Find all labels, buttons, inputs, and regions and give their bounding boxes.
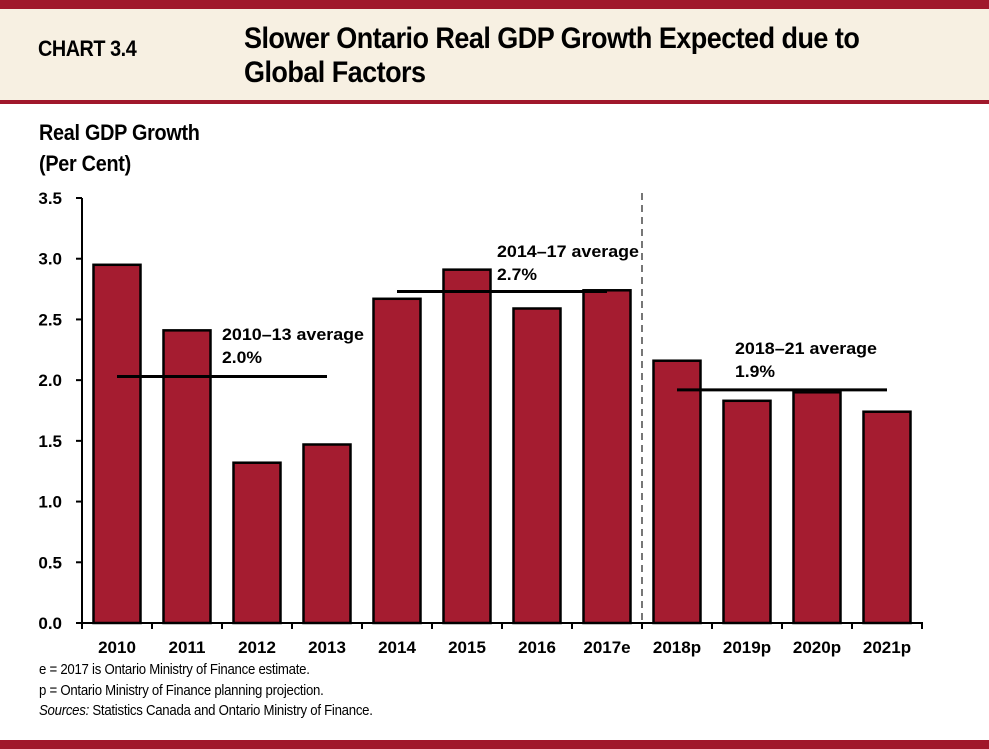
chart-header bbox=[0, 9, 989, 100]
bar-2017e bbox=[582, 289, 632, 625]
bar-2021p bbox=[862, 410, 912, 625]
footnotes: e = 2017 is Ontario Ministry of Finance … bbox=[39, 660, 373, 722]
x-tick-label-2016: 2016 bbox=[518, 638, 556, 657]
average-label-2014: 2014–17 average bbox=[497, 242, 639, 261]
x-tick-label-2011: 2011 bbox=[169, 638, 206, 657]
y-axis-title-line-1: Real GDP Growth bbox=[39, 120, 200, 145]
bar-2015 bbox=[442, 268, 492, 625]
y-axis-title: Real GDP Growth (Per Cent) bbox=[39, 117, 200, 179]
x-tick-label-2010: 2010 bbox=[98, 638, 136, 657]
sources-label: Sources: bbox=[39, 702, 89, 719]
x-tick-label-2013: 2013 bbox=[308, 638, 346, 657]
x-tick-label-2017e: 2017e bbox=[583, 638, 630, 657]
average-label-2018p: 2018–21 average bbox=[735, 339, 877, 358]
footnote-projection: p = Ontario Ministry of Finance planning… bbox=[39, 681, 324, 699]
bar-2019p bbox=[722, 399, 772, 625]
bar-2012 bbox=[232, 461, 282, 625]
x-tick-label-2012: 2012 bbox=[238, 638, 276, 657]
y-tick-label-2.5: 2.5 bbox=[38, 310, 62, 329]
bar-2018p bbox=[652, 359, 702, 625]
footnote-estimate: e = 2017 is Ontario Ministry of Finance … bbox=[39, 661, 310, 678]
footer-rule bbox=[0, 740, 989, 749]
y-tick-label-0.5: 0.5 bbox=[38, 553, 62, 572]
average-value-2014: 2.7% bbox=[497, 265, 537, 284]
x-tick-label-2021p: 2021p bbox=[863, 638, 911, 657]
chart-title: Slower Ontario Real GDP Growth Expected … bbox=[244, 22, 860, 89]
x-tick-label-2014: 2014 bbox=[378, 638, 416, 657]
y-tick-label-0.0: 0.0 bbox=[38, 614, 62, 633]
x-tick-label-2015: 2015 bbox=[448, 638, 486, 657]
bar-2011 bbox=[162, 329, 212, 625]
header-bottom-rule bbox=[0, 100, 989, 104]
x-tick-label-2020p: 2020p bbox=[793, 638, 841, 657]
y-tick-label-1.0: 1.0 bbox=[38, 493, 62, 512]
sources-text: Statistics Canada and Ontario Ministry o… bbox=[88, 702, 373, 719]
header-top-rule bbox=[0, 0, 989, 9]
bar-2014 bbox=[372, 297, 422, 625]
x-tick-label-2019p: 2019p bbox=[723, 638, 771, 657]
average-value-2018p: 1.9% bbox=[735, 362, 775, 381]
bar-2016 bbox=[512, 307, 562, 625]
chart-number: CHART 3.4 bbox=[38, 36, 137, 61]
x-tick-label-2018p: 2018p bbox=[653, 638, 701, 657]
average-label-2010: 2010–13 average bbox=[222, 325, 364, 344]
bar-2010 bbox=[92, 263, 142, 625]
bar-2013 bbox=[302, 443, 352, 625]
y-tick-label-2.0: 2.0 bbox=[38, 371, 62, 390]
average-value-2010: 2.0% bbox=[222, 348, 262, 367]
y-axis-title-line-2: (Per Cent) bbox=[39, 151, 131, 176]
bar-2020p bbox=[792, 391, 842, 625]
y-tick-label-3.5: 3.5 bbox=[38, 189, 62, 208]
y-tick-label-1.5: 1.5 bbox=[38, 432, 62, 451]
y-tick-label-3.0: 3.0 bbox=[38, 250, 62, 269]
footnote-sources: Sources: Statistics Canada and Ontario M… bbox=[39, 701, 373, 722]
